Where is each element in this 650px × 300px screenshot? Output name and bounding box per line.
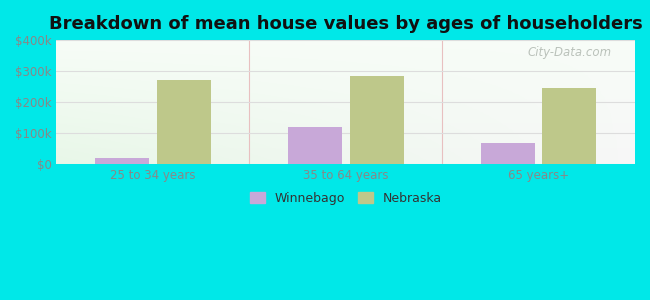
Bar [157, 80, 211, 164]
Bar [288, 127, 342, 164]
Text: City-Data.com: City-Data.com [528, 46, 612, 59]
Bar [543, 88, 597, 164]
Bar [481, 143, 535, 164]
Title: Breakdown of mean house values by ages of householders: Breakdown of mean house values by ages o… [49, 15, 643, 33]
Legend: Winnebago, Nebraska: Winnebago, Nebraska [245, 187, 447, 210]
Bar [350, 76, 404, 164]
Bar [95, 158, 149, 164]
